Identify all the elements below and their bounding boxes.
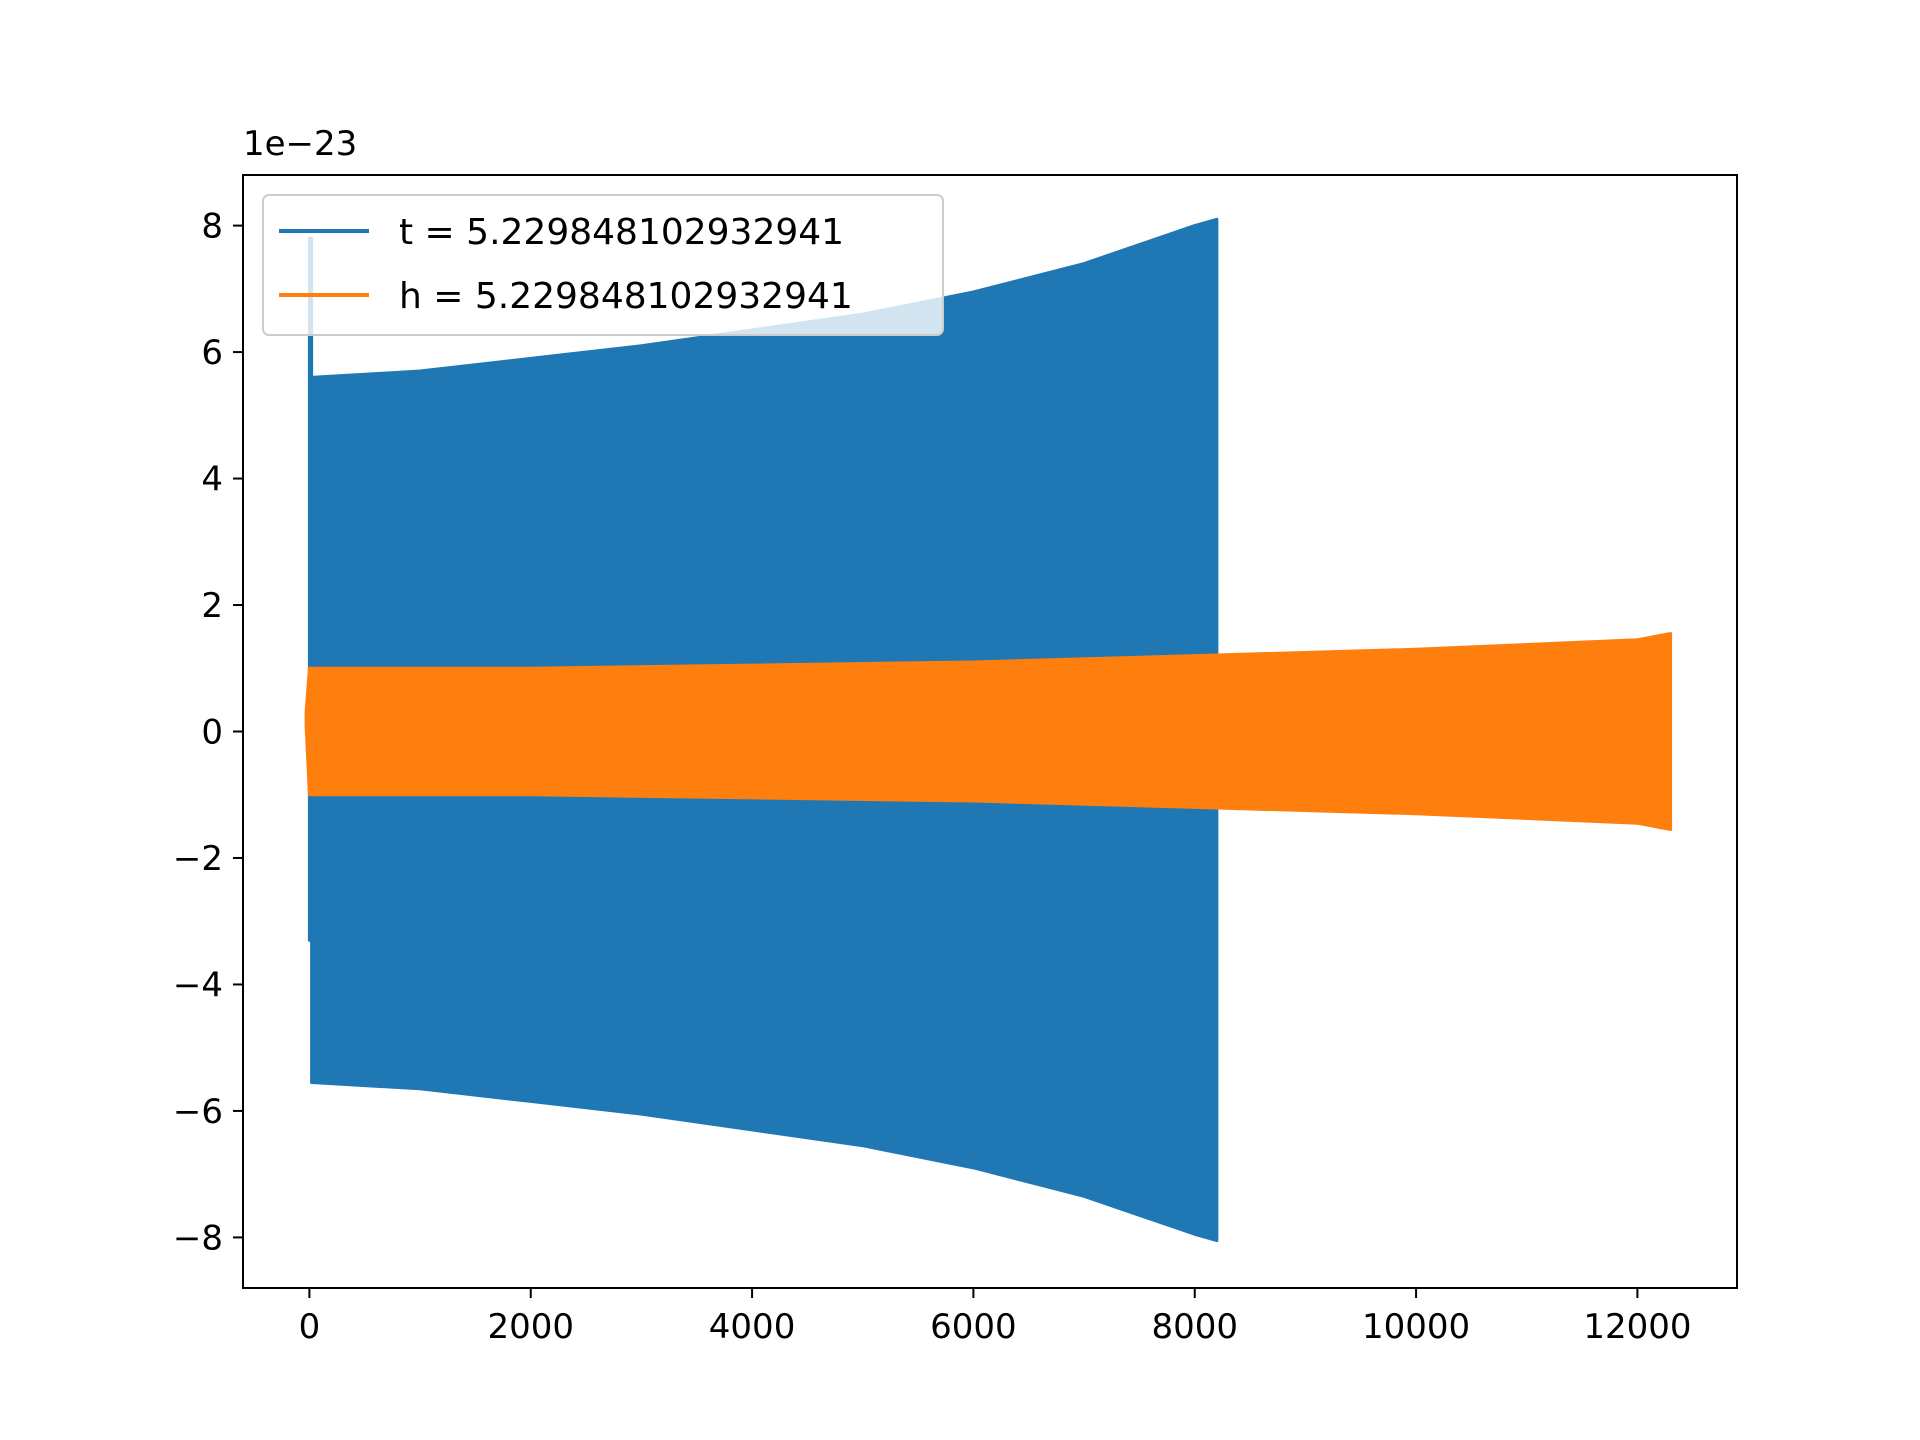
y-offset-label: 1e−23 <box>243 124 357 164</box>
x-tick-label: 4000 <box>709 1307 796 1347</box>
x-tick-label: 2000 <box>487 1307 574 1347</box>
y-tick-label: 8 <box>201 207 223 247</box>
x-tick-label: 12000 <box>1583 1307 1691 1347</box>
y-tick-label: −6 <box>173 1092 223 1132</box>
y-tick-label: −8 <box>173 1218 223 1258</box>
y-tick-label: −2 <box>173 839 223 879</box>
x-tick-label: 6000 <box>930 1307 1017 1347</box>
axes: 0 2000 4000 6000 8000 10000 12000 −8 −6 −4 −2 0 2 4 6 8 <box>173 174 1738 1347</box>
y-tick-label: 4 <box>201 460 223 500</box>
series-1-envelope <box>304 631 1673 832</box>
y-tick-label: 0 <box>201 713 223 753</box>
x-tick-label: 10000 <box>1362 1307 1470 1347</box>
y-tick-label: 2 <box>201 586 223 626</box>
x-tick-label: 0 <box>299 1307 321 1347</box>
y-tick-label: −4 <box>173 965 223 1005</box>
x-tick-label: 8000 <box>1151 1307 1238 1347</box>
plot-area <box>304 217 1673 1243</box>
legend-label-0: t = 5.229848102932941 <box>399 212 844 253</box>
legend-label-1: h = 5.229848102932941 <box>399 276 853 317</box>
y-tick-label: 6 <box>201 333 223 373</box>
legend: t = 5.229848102932941 h = 5.2298481029329… <box>262 194 944 336</box>
legend-box <box>262 194 944 336</box>
